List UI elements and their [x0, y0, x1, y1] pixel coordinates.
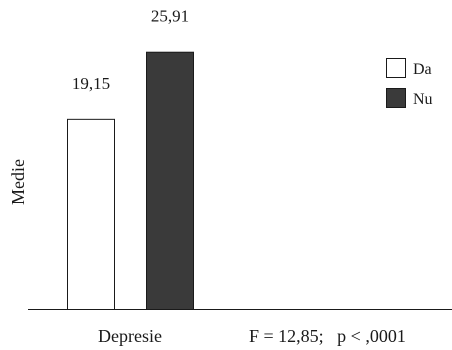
statistics-annotation: F = 12,85; p < ,0001	[249, 326, 406, 346]
legend-label-nu: Nu	[413, 91, 433, 108]
category-label-depresie: Depresie	[98, 326, 162, 346]
value-label-da: 19,15	[72, 74, 110, 93]
y-axis-label: Medie	[8, 159, 28, 205]
legend-label-da: Da	[413, 61, 432, 78]
legend-swatch-da	[386, 58, 406, 78]
bar-nu	[146, 51, 194, 310]
value-label-nu: 25,91	[151, 7, 189, 26]
value-labels-group: 19,15 25,91	[72, 7, 189, 93]
legend-swatch-nu	[386, 88, 406, 108]
bars-group	[67, 51, 194, 310]
bar-da	[67, 118, 115, 310]
legend: Da Nu	[386, 58, 433, 108]
